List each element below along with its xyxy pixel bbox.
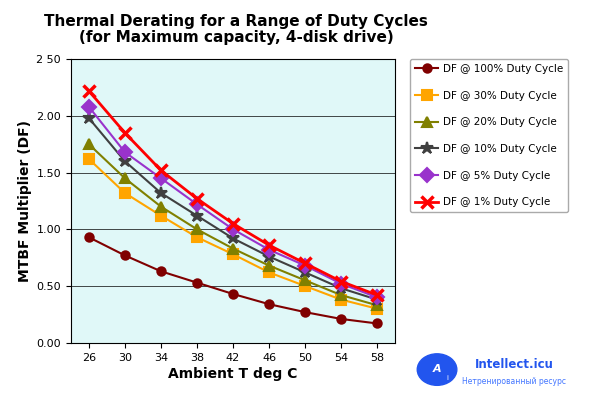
DF @ 100% Duty Cycle — [301, 310, 309, 314]
DF @ 100% Duty Cycle — [373, 321, 381, 326]
DF @ 20% Duty Cycle — [266, 263, 273, 268]
DF @ 5% Duty Cycle — [194, 202, 201, 207]
DF @ 100% Duty Cycle — [230, 292, 237, 296]
DF @ 100% Duty Cycle — [194, 280, 201, 285]
DF @ 10% Duty Cycle — [230, 236, 237, 241]
DF @ 5% Duty Cycle — [301, 263, 309, 268]
DF @ 100% Duty Cycle — [122, 253, 129, 258]
Text: (for Maximum capacity, 4-disk drive): (for Maximum capacity, 4-disk drive) — [78, 30, 394, 45]
X-axis label: Ambient T deg C: Ambient T deg C — [168, 367, 298, 381]
DF @ 30% Duty Cycle — [301, 284, 309, 288]
DF @ 1% Duty Cycle — [373, 293, 381, 297]
DF @ 20% Duty Cycle — [373, 303, 381, 308]
Text: Нетренированный ресурс: Нетренированный ресурс — [463, 377, 566, 386]
DF @ 1% Duty Cycle — [122, 130, 129, 135]
DF @ 10% Duty Cycle — [301, 270, 309, 275]
DF @ 5% Duty Cycle — [122, 150, 129, 154]
DF @ 100% Duty Cycle — [337, 317, 345, 322]
DF @ 1% Duty Cycle — [194, 196, 201, 201]
DF @ 20% Duty Cycle — [194, 227, 201, 232]
DF @ 20% Duty Cycle — [301, 278, 309, 283]
DF @ 1% Duty Cycle — [230, 221, 237, 226]
DF @ 30% Duty Cycle — [122, 191, 129, 195]
DF @ 100% Duty Cycle — [158, 269, 165, 274]
DF @ 1% Duty Cycle — [158, 168, 165, 173]
DF @ 100% Duty Cycle — [86, 235, 93, 240]
DF @ 5% Duty Cycle — [373, 295, 381, 300]
DF @ 5% Duty Cycle — [266, 247, 273, 252]
Line: DF @ 20% Duty Cycle: DF @ 20% Duty Cycle — [84, 139, 382, 310]
DF @ 10% Duty Cycle — [158, 191, 165, 195]
Line: DF @ 100% Duty Cycle: DF @ 100% Duty Cycle — [84, 233, 382, 328]
DF @ 30% Duty Cycle — [266, 270, 273, 275]
DF @ 20% Duty Cycle — [86, 142, 93, 147]
DF @ 10% Duty Cycle — [194, 213, 201, 218]
DF @ 5% Duty Cycle — [230, 227, 237, 232]
DF @ 20% Duty Cycle — [230, 246, 237, 251]
DF @ 30% Duty Cycle — [86, 156, 93, 161]
DF @ 20% Duty Cycle — [158, 204, 165, 209]
Text: Intellect.icu: Intellect.icu — [475, 358, 554, 371]
DF @ 5% Duty Cycle — [158, 176, 165, 180]
DF @ 1% Duty Cycle — [337, 279, 345, 284]
DF @ 5% Duty Cycle — [337, 281, 345, 286]
Ellipse shape — [417, 354, 457, 385]
DF @ 30% Duty Cycle — [337, 297, 345, 302]
Text: A: A — [432, 364, 441, 374]
Text: Thermal Derating for a Range of Duty Cycles: Thermal Derating for a Range of Duty Cyc… — [44, 14, 428, 29]
Y-axis label: MTBF Multiplier (DF): MTBF Multiplier (DF) — [18, 120, 32, 282]
DF @ 1% Duty Cycle — [301, 261, 309, 266]
DF @ 10% Duty Cycle — [373, 297, 381, 302]
DF @ 30% Duty Cycle — [230, 252, 237, 256]
Line: DF @ 1% Duty Cycle: DF @ 1% Duty Cycle — [83, 85, 384, 301]
DF @ 30% Duty Cycle — [158, 213, 165, 218]
DF @ 10% Duty Cycle — [266, 254, 273, 259]
DF @ 30% Duty Cycle — [194, 235, 201, 240]
Text: i: i — [447, 375, 449, 381]
Line: DF @ 10% Duty Cycle: DF @ 10% Duty Cycle — [83, 112, 384, 306]
DF @ 5% Duty Cycle — [86, 104, 93, 109]
Legend: DF @ 100% Duty Cycle, DF @ 30% Duty Cycle, DF @ 20% Duty Cycle, DF @ 10% Duty Cy: DF @ 100% Duty Cycle, DF @ 30% Duty Cycl… — [410, 59, 568, 212]
DF @ 20% Duty Cycle — [337, 293, 345, 297]
DF @ 20% Duty Cycle — [122, 176, 129, 180]
DF @ 30% Duty Cycle — [373, 307, 381, 311]
DF @ 100% Duty Cycle — [266, 302, 273, 307]
DF @ 10% Duty Cycle — [337, 286, 345, 291]
DF @ 10% Duty Cycle — [122, 159, 129, 164]
DF @ 1% Duty Cycle — [86, 89, 93, 93]
Line: DF @ 5% Duty Cycle: DF @ 5% Duty Cycle — [84, 102, 382, 302]
DF @ 1% Duty Cycle — [266, 243, 273, 247]
DF @ 10% Duty Cycle — [86, 116, 93, 121]
Line: DF @ 30% Duty Cycle: DF @ 30% Duty Cycle — [84, 154, 382, 314]
